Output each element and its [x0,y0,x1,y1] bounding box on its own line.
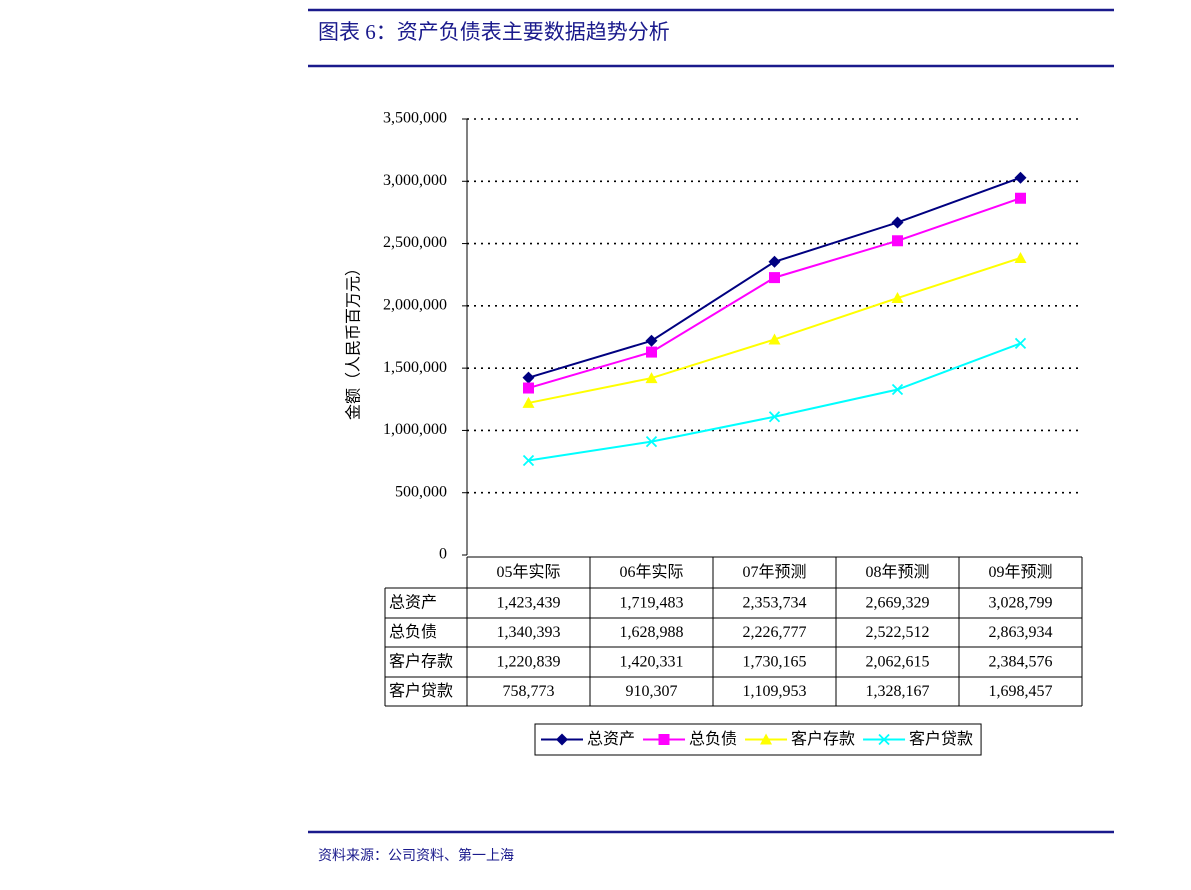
source-note: 资料来源：公司资料、第一上海 [318,847,514,864]
table-cell: 1,423,439 [497,595,561,612]
data-point [878,733,890,746]
data-point [658,734,670,745]
data-point [522,371,535,384]
x-tick-label: 06年实际 [619,563,683,581]
table-cell: 1,628,988 [620,624,684,641]
legend-label: 客户存款 [791,730,855,748]
table-cell: 2,353,734 [743,595,807,612]
chart-title: 图表 6：资产负债表主要数据趋势分析 [318,20,670,44]
data-point [523,382,534,394]
table-cell: 2,062,615 [866,654,930,671]
data-point [645,334,658,347]
table-row-label: 客户存款 [389,653,453,671]
data-point [645,435,658,448]
y-tick-label: 2,000,000 [383,297,447,314]
table-row-label: 客户贷款 [389,682,453,700]
x-tick-label: 09年预测 [988,563,1052,581]
data-point [760,733,773,745]
data-point [769,272,780,284]
table-cell: 1,719,483 [620,595,684,612]
x-tick-label: 07年预测 [742,563,806,581]
table-cell: 3,028,799 [989,595,1053,612]
table-row-label: 总负债 [389,623,437,641]
table-row-label: 总资产 [389,594,437,612]
data-point [1015,192,1026,204]
series-line [528,197,1021,389]
data-point [768,411,781,423]
data-point [768,333,781,345]
table-cell: 1,698,457 [989,683,1053,700]
y-tick-label: 2,500,000 [383,234,447,251]
y-tick-label: 3,500,000 [383,110,447,127]
data-point [892,235,903,247]
data-point [768,255,781,268]
table-cell: 1,730,165 [743,654,807,671]
data-point [1014,337,1027,350]
table-cell: 758,773 [503,683,555,700]
data-point [645,372,658,384]
x-tick-label: 08年预测 [865,563,929,581]
x-tick-label: 05年实际 [496,563,560,581]
y-tick-label: 0 [439,546,447,563]
y-tick-label: 1,500,000 [383,359,447,376]
table-cell: 1,420,331 [620,654,684,671]
legend-label: 总资产 [587,730,635,748]
data-point [522,454,535,467]
data-point [556,733,568,746]
table-cell: 2,522,512 [866,624,930,641]
table-cell: 2,669,329 [866,595,930,612]
y-tick-label: 500,000 [395,483,447,500]
table-cell: 2,226,777 [743,624,807,641]
data-point [891,292,904,304]
legend-label: 客户贷款 [909,730,973,748]
data-point [646,346,657,358]
y-tick-label: 1,000,000 [383,421,447,438]
table-cell: 2,863,934 [989,624,1053,641]
data-point [891,216,904,229]
data-point [1014,171,1027,184]
y-tick-label: 3,000,000 [383,172,447,189]
table-cell: 1,328,167 [866,683,930,700]
table-cell: 1,340,393 [497,624,561,641]
y-axis-label: 金额（人民币百万元） [345,260,363,420]
table-cell: 2,384,576 [989,654,1053,671]
table-cell: 910,307 [626,683,678,700]
series-line [528,342,1021,462]
data-point [522,396,535,408]
table-cell: 1,220,839 [497,654,561,671]
table-cell: 1,109,953 [743,683,807,700]
data-point [891,383,904,396]
data-point [1014,251,1027,263]
legend-label: 总负债 [689,730,737,748]
